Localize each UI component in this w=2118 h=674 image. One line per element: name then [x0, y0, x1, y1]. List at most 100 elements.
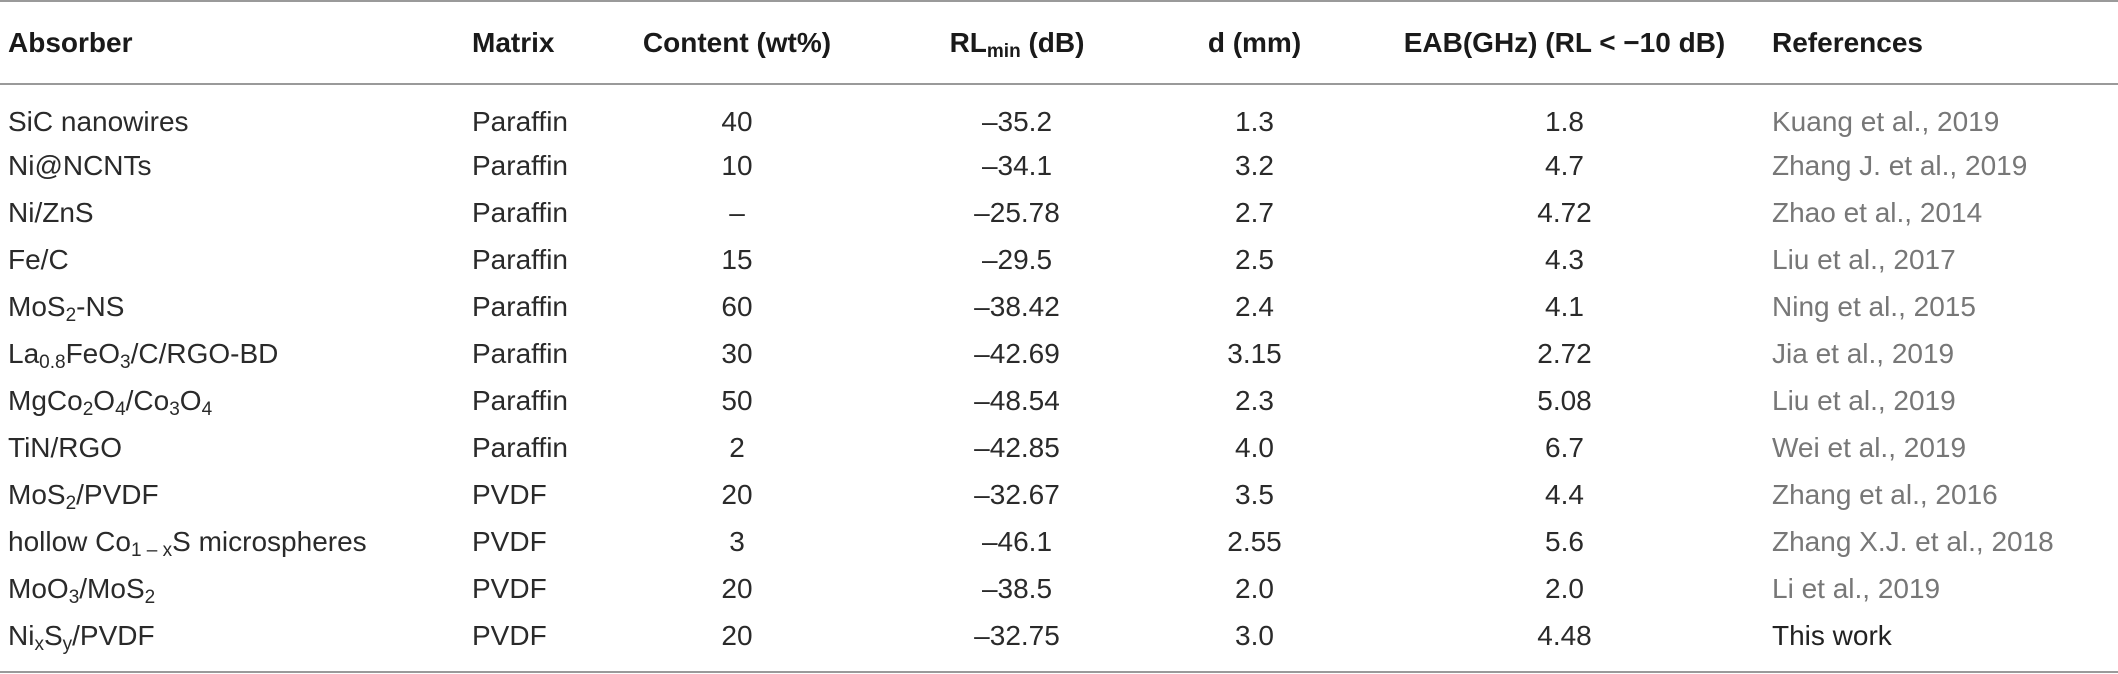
cell-reference: Jia et al., 2019 [1772, 337, 1955, 369]
header-rl-min-sub: min [986, 40, 1021, 62]
cell-thickness: 2.4 [1235, 290, 1274, 322]
absorber-text: Ni@NCNTs [8, 149, 152, 181]
cell-matrix: Paraffin [472, 290, 568, 322]
table-row: MoO3/MoS2 PVDF 20 –38.5 2.0 2.0 Li et al., 201… [0, 565, 2118, 612]
cell-thickness: 4.0 [1235, 431, 1274, 463]
cell-absorber: MgCo2O4/Co3O4 [0, 377, 472, 424]
table-row: La0.8FeO3/C/RGO-BD Paraffin 30 –42.69 3.15 2.… [0, 330, 2118, 377]
header-eab: EAB(GHz) (RL < −10 dB) [1403, 26, 1726, 58]
cell-rl-min: –34.1 [981, 149, 1053, 181]
top-rule [0, 0, 2118, 2]
table-row: MoS2/PVDF PVDF 20 –32.67 3.5 4.4 Zhang et al.,… [0, 471, 2118, 518]
cell-eab: 4.3 [1545, 243, 1584, 275]
absorber-text: La [8, 337, 40, 369]
header-rl-min: RLmin (dB) [882, 2, 1152, 83]
cell-content: 60 [721, 290, 753, 322]
absorber-text: /PVDF [72, 619, 155, 651]
cell-absorber: Ni@NCNTs [0, 142, 472, 189]
cell-absorber: Ni/ZnS [0, 189, 472, 236]
cell-rl-min: –42.85 [974, 431, 1060, 463]
cell-thickness: 2.7 [1235, 196, 1274, 228]
absorber-text: FeO [65, 337, 121, 369]
absorber-text: Ni/ZnS [8, 196, 94, 228]
cell-thickness: 2.5 [1235, 243, 1274, 275]
cell-eab: 4.48 [1537, 619, 1592, 651]
cell-eab: 4.4 [1545, 478, 1584, 510]
cell-matrix: Paraffin [472, 243, 568, 275]
cell-matrix: Paraffin [472, 431, 568, 463]
absorber-subscript: 4 [115, 398, 126, 420]
cell-rl-min: –32.75 [974, 619, 1060, 651]
header-references: References [1772, 26, 1923, 58]
cell-matrix: Paraffin [472, 384, 568, 416]
cell-content: 10 [721, 149, 753, 181]
cell-absorber: TiN/RGO [0, 424, 472, 471]
table-row: MoS2-NS Paraffin 60 –38.42 2.4 4.1 Ning et al.… [0, 283, 2118, 330]
header-row: Absorber Matrix Content (wt%) RLmin (dB)… [0, 2, 2118, 83]
absorber-subscript: y [62, 633, 73, 655]
absorber-text: /Co [125, 384, 170, 416]
bottom-rule [0, 671, 2118, 673]
cell-reference: This work [1772, 619, 1892, 651]
cell-reference: Liu et al., 2017 [1772, 243, 1956, 275]
cell-matrix: PVDF [472, 619, 547, 651]
absorber-text: -NS [76, 290, 125, 322]
cell-thickness: 2.55 [1227, 525, 1282, 557]
cell-absorber: MoO3/MoS2 [0, 565, 472, 612]
cell-rl-min: –29.5 [981, 243, 1053, 275]
cell-eab: 2.0 [1545, 572, 1584, 604]
cell-rl-min: –32.67 [974, 478, 1060, 510]
cell-content: 40 [721, 105, 753, 137]
absorber-subscript: 2 [144, 586, 156, 608]
cell-content: 20 [721, 478, 753, 510]
absorber-text: Fe/C [8, 243, 69, 275]
absorber-subscript: 3 [68, 586, 80, 608]
cell-content: 50 [721, 384, 753, 416]
table-row: SiC nanowires Paraffin 40 –35.2 1.3 1.8 Kuang … [0, 83, 2118, 142]
header-matrix: Matrix [472, 26, 555, 58]
absorber-subscript: 2 [65, 304, 77, 326]
cell-thickness: 3.0 [1235, 619, 1274, 651]
cell-rl-min: –48.54 [974, 384, 1060, 416]
cell-matrix: PVDF [472, 572, 547, 604]
cell-eab: 5.08 [1537, 384, 1592, 416]
cell-matrix: PVDF [472, 478, 547, 510]
cell-reference: Liu et al., 2019 [1772, 384, 1956, 416]
cell-absorber: NixSy/PVDF [0, 612, 472, 659]
cell-eab: 5.6 [1545, 525, 1584, 557]
cell-content: 15 [721, 243, 753, 275]
absorber-comparison-table: Absorber Matrix Content (wt%) RLmin (dB)… [0, 2, 2118, 659]
absorber-subscript: 2 [82, 398, 94, 420]
cell-thickness: 2.0 [1235, 572, 1274, 604]
cell-reference: Wei et al., 2019 [1772, 431, 1967, 463]
cell-eab: 6.7 [1545, 431, 1584, 463]
cell-thickness: 1.3 [1235, 105, 1274, 137]
table-row: NixSy/PVDF PVDF 20 –32.75 3.0 4.48 This work [0, 612, 2118, 659]
table-body: SiC nanowires Paraffin 40 –35.2 1.3 1.8 Kuang … [0, 83, 2118, 659]
absorber-text: MoO [8, 572, 69, 604]
absorber-text: /MoS [79, 572, 145, 604]
cell-thickness: 3.5 [1235, 478, 1274, 510]
header-rl-min-main: RL [949, 26, 987, 58]
absorber-subscript: 3 [120, 351, 131, 373]
cell-content: 20 [721, 619, 753, 651]
header-absorber: Absorber [8, 26, 133, 58]
header-content: Content (wt%) [642, 26, 832, 58]
absorber-text: TiN/RGO [8, 431, 123, 463]
absorber-text: /PVDF [76, 478, 159, 510]
cell-reference: Zhang J. et al., 2019 [1772, 149, 2028, 181]
cell-eab: 2.72 [1537, 337, 1592, 369]
cell-content: 30 [721, 337, 753, 369]
cell-content: 20 [721, 572, 753, 604]
absorber-text: S microspheres [172, 525, 367, 557]
cell-rl-min: –46.1 [981, 525, 1053, 557]
absorber-text: O [179, 384, 202, 416]
absorber-subscript: 3 [169, 398, 180, 420]
cell-rl-min: –35.2 [981, 105, 1053, 137]
table-row: Ni@NCNTs Paraffin 10 –34.1 3.2 4.7 Zhang J. et… [0, 142, 2118, 189]
cell-absorber: La0.8FeO3/C/RGO-BD [0, 330, 472, 377]
absorber-text: /C/RGO-BD [130, 337, 279, 369]
cell-rl-min: –25.78 [974, 196, 1060, 228]
cell-content: 2 [729, 431, 745, 463]
cell-matrix: Paraffin [472, 337, 568, 369]
